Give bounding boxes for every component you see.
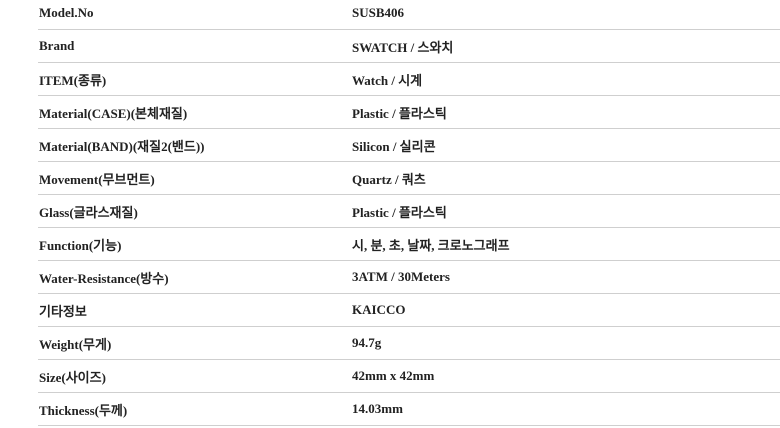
spec-value: Plastic / 플라스틱 [352, 105, 447, 121]
spec-label: 기타정보 [39, 303, 87, 319]
spec-row: Weight(무게) 94.7g [38, 327, 780, 360]
spec-row: Size(사이즈) 42mm x 42mm [38, 360, 780, 393]
spec-value: Quartz / 쿼츠 [352, 171, 426, 187]
spec-value: 42mm x 42mm [352, 368, 435, 383]
spec-label: Brand [39, 38, 75, 53]
spec-row: Material(BAND)(재질2(밴드)) Silicon / 실리콘 [38, 129, 780, 162]
spec-value: KAICCO [352, 302, 406, 317]
spec-row: Brand SWATCH / 스와치 [38, 30, 780, 63]
spec-row: Water-Resistance(방수) 3ATM / 30Meters [38, 261, 780, 294]
spec-value: Silicon / 실리콘 [352, 138, 436, 154]
spec-value: Watch / 시계 [352, 72, 423, 88]
spec-value: 3ATM / 30Meters [352, 269, 450, 284]
spec-row: Material(CASE)(본체재질) Plastic / 플라스틱 [38, 96, 780, 129]
spec-row: Function(기능) 시, 분, 초, 날짜, 크로노그래프 [38, 228, 780, 261]
spec-row: Model.No SUSB406 [38, 0, 780, 30]
spec-row: Thickness(두께) 14.03mm [38, 393, 780, 426]
spec-value: 94.7g [352, 335, 382, 350]
spec-value: SWATCH / 스와치 [352, 39, 454, 55]
spec-label: Movement(무브먼트) [39, 171, 155, 187]
spec-value: 14.03mm [352, 401, 403, 416]
spec-label: Glass(글라스재질) [39, 204, 138, 220]
spec-label: Function(기능) [39, 237, 122, 253]
spec-value: Plastic / 플라스틱 [352, 204, 447, 220]
spec-value: SUSB406 [352, 5, 405, 20]
spec-table: Model.No SUSB406 Brand SWATCH / 스와치 ITEM(종류)… [38, 0, 780, 426]
spec-label: Material(BAND)(재질2(밴드)) [39, 138, 205, 154]
spec-row: ITEM(종류) Watch / 시계 [38, 63, 780, 96]
spec-label: Size(사이즈) [39, 369, 106, 385]
spec-label: ITEM(종류) [39, 72, 107, 88]
spec-label: Material(CASE)(본체재질) [39, 105, 188, 121]
spec-label: Weight(무게) [39, 336, 112, 352]
spec-row: Glass(글라스재질) Plastic / 플라스틱 [38, 195, 780, 228]
spec-label: Model.No [39, 5, 94, 20]
spec-label: Water-Resistance(방수) [39, 270, 169, 286]
spec-label: Thickness(두께) [39, 402, 128, 418]
spec-row: Movement(무브먼트) Quartz / 쿼츠 [38, 162, 780, 195]
spec-value: 시, 분, 초, 날짜, 크로노그래프 [352, 237, 510, 253]
spec-row: 기타정보 KAICCO [38, 294, 780, 327]
